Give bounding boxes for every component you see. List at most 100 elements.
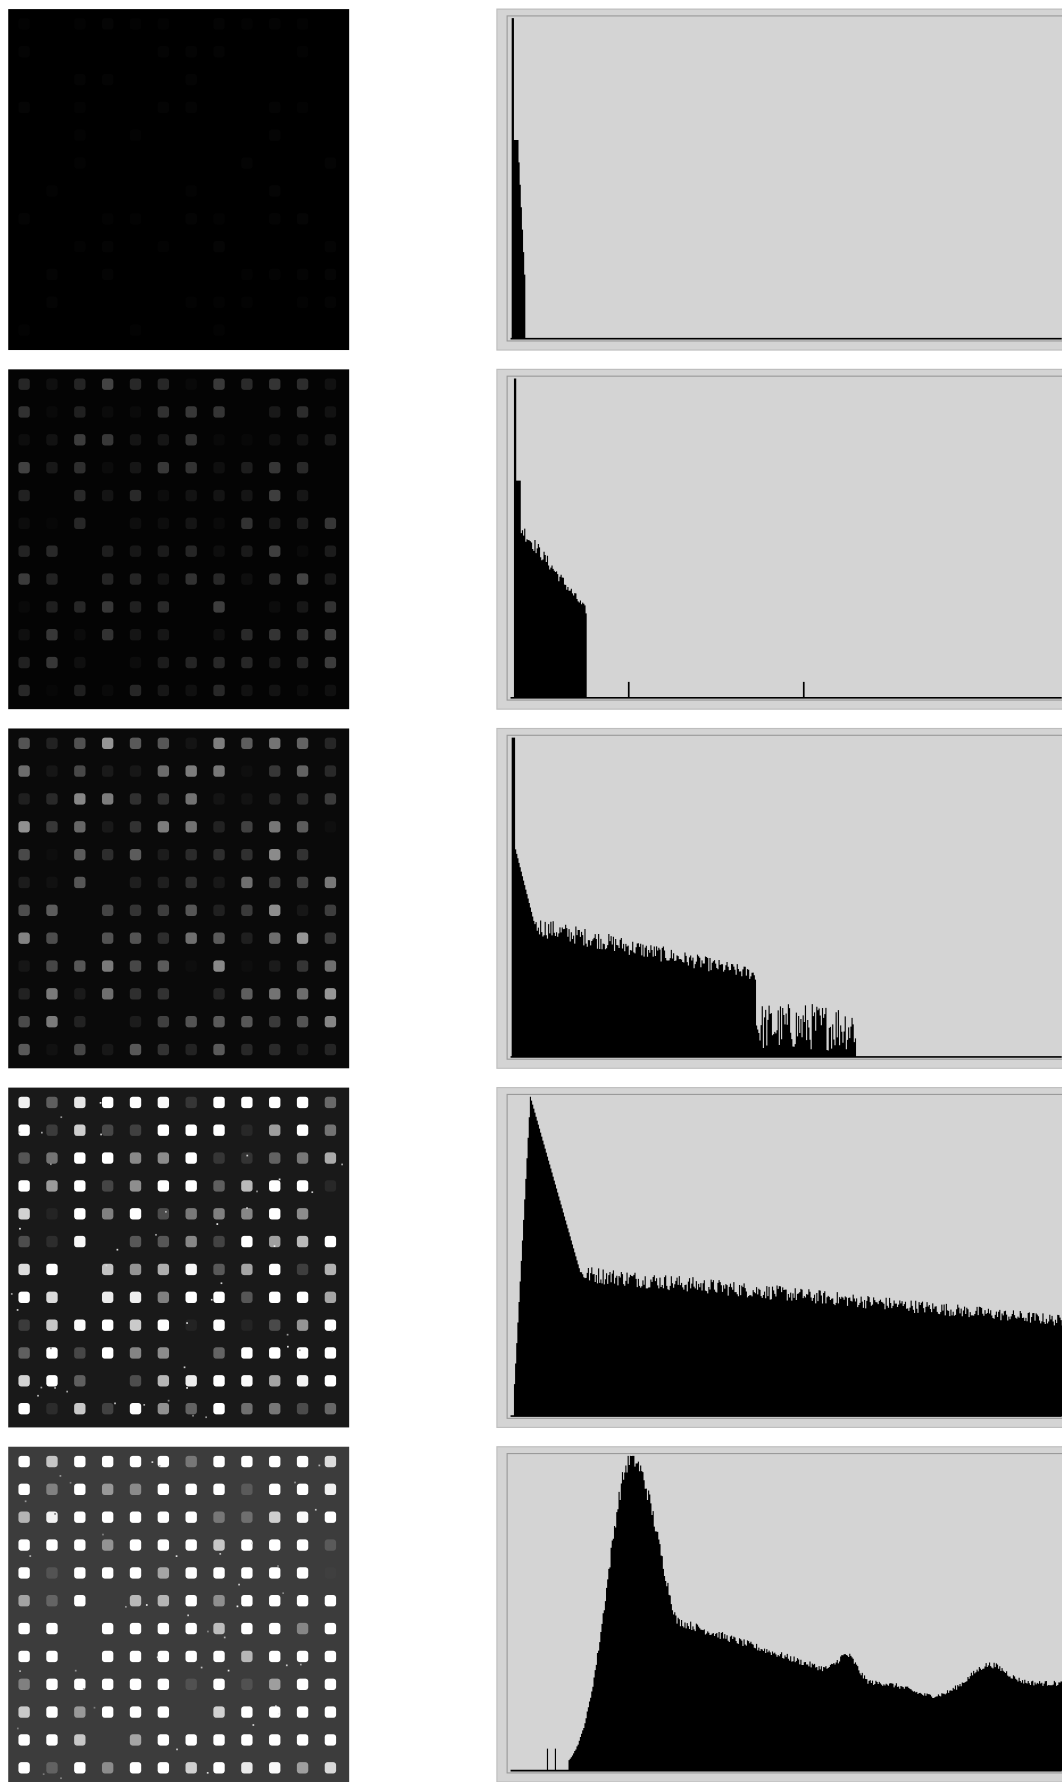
spot [46,185,57,196]
speck [159,1465,161,1467]
spot [102,1762,113,1773]
speck [205,1416,207,1418]
spot [213,988,224,999]
spot [158,877,169,888]
microarray-image [8,369,349,709]
spot [102,1264,113,1275]
spot [158,685,169,696]
spot [102,601,113,612]
spot [269,185,280,196]
spot [186,102,197,113]
spot [241,1347,252,1358]
spot [46,988,57,999]
spot [158,960,169,971]
spot [46,546,57,557]
spot [130,1679,141,1690]
spot [130,1152,141,1163]
spot [325,629,336,640]
spot [297,765,308,776]
spot [213,1016,224,1027]
spot [158,1679,169,1690]
spot [130,988,141,999]
spot [269,1403,280,1414]
spot [46,406,57,417]
spot [102,213,113,224]
spot [213,490,224,501]
spot [213,1484,224,1495]
spot [186,932,197,943]
spot [297,462,308,473]
spot [158,738,169,749]
speck [70,1482,72,1484]
spot [297,1484,308,1495]
spot [158,1236,169,1247]
speck [176,1749,178,1751]
spot [158,988,169,999]
spot [130,130,141,141]
spot [213,546,224,557]
spot [74,629,85,640]
spot [74,1236,85,1247]
spot [130,1292,141,1303]
spot [102,629,113,640]
spot [269,905,280,916]
spot [213,1651,224,1662]
spot [130,546,141,557]
spot [46,573,57,584]
spot [46,1512,57,1523]
spot [158,1706,169,1717]
spot [325,1595,336,1606]
spot [18,1016,29,1027]
spot [297,1319,308,1330]
spot [102,1484,113,1495]
speck [237,1606,239,1608]
spot [18,1152,29,1163]
spot [130,1762,141,1773]
spot [297,1208,308,1219]
spot [74,1125,85,1136]
spot [269,1264,280,1275]
spot [213,434,224,445]
spot [186,793,197,804]
spot [102,1319,113,1330]
spot [241,1319,252,1330]
speck [207,1631,209,1633]
speck [311,1191,313,1193]
spot [46,1706,57,1717]
spot [74,434,85,445]
spot [269,1484,280,1495]
spot [74,1347,85,1358]
spot [158,1734,169,1745]
spot [46,1208,57,1219]
spot [269,629,280,640]
spot [130,1484,141,1495]
spot [46,1595,57,1606]
speck [125,1606,127,1608]
speck [54,1387,56,1389]
speck [157,1656,159,1658]
spot [269,988,280,999]
spot [46,1403,57,1414]
spot [325,434,336,445]
spot [241,1208,252,1219]
speck [17,1728,19,1730]
spot [213,932,224,943]
spot [186,518,197,529]
speck [315,1509,317,1511]
spot [325,738,336,749]
spot [18,821,29,832]
spot [325,157,336,168]
spot [18,1734,29,1745]
spot [241,1567,252,1578]
spot [325,1762,336,1773]
speck [287,1334,289,1336]
spot [297,573,308,584]
spot [269,462,280,473]
spot [46,269,57,280]
spot [325,960,336,971]
spot [186,738,197,749]
spot [186,573,197,584]
spot [130,601,141,612]
spot [130,1236,141,1247]
spot [74,1016,85,1027]
